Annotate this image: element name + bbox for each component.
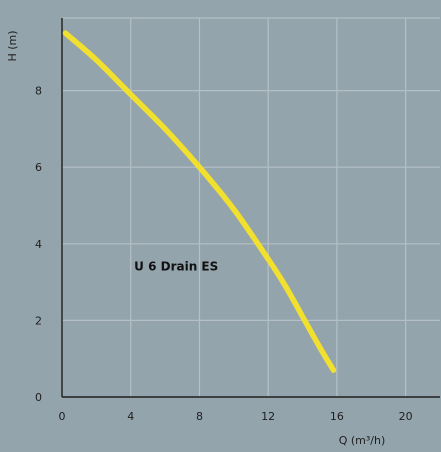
x-tick-label-3: 12 bbox=[261, 410, 275, 423]
grid-lines bbox=[62, 17, 440, 397]
x-tick-label-1: 4 bbox=[127, 410, 134, 423]
y-tick-label-4: 8 bbox=[35, 85, 42, 98]
curve-annotation: U 6 Drain ES bbox=[134, 260, 218, 274]
x-tick-label-4: 16 bbox=[330, 410, 344, 423]
x-tick-label-0: 0 bbox=[59, 410, 66, 423]
y-tick-label-2: 4 bbox=[35, 238, 42, 251]
x-axis-label: Q (m³/h) bbox=[339, 434, 386, 447]
y-tick-labels: 0 2 4 6 8 bbox=[35, 85, 42, 404]
axes bbox=[61, 18, 440, 398]
series-group bbox=[62, 30, 337, 373]
y-tick-label-0: 0 bbox=[35, 391, 42, 404]
x-tick-labels: 0 4 8 12 16 20 bbox=[59, 410, 413, 423]
x-tick-label-5: 20 bbox=[399, 410, 413, 423]
x-tick-label-2: 8 bbox=[196, 410, 203, 423]
y-tick-label-3: 6 bbox=[35, 161, 42, 174]
series-line-0 bbox=[62, 30, 337, 373]
y-axis-label: H (m) bbox=[6, 30, 19, 61]
y-tick-label-1: 2 bbox=[35, 314, 42, 327]
